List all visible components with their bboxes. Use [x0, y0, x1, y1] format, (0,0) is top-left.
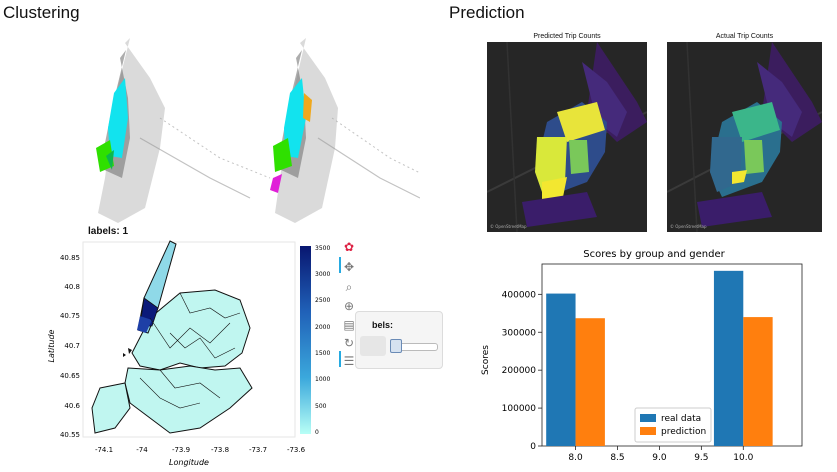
- legend-label: prediction: [661, 427, 706, 437]
- colorbar-tick: 500: [315, 403, 327, 410]
- ytick-label: 40.65: [60, 372, 80, 380]
- nyc-borough-shapes: [91, 240, 253, 434]
- chart-title: Scores by group and gender: [583, 249, 725, 260]
- cluster-map-title: labels: 1: [88, 226, 129, 237]
- hover-icon[interactable]: ☰: [343, 354, 355, 368]
- x-tick-label: 8.5: [610, 453, 624, 463]
- x-axis-label: Longitude: [169, 458, 209, 467]
- xtick-label: -74.1: [95, 446, 113, 454]
- ytick-label: 40.6: [64, 402, 80, 410]
- predicted-trip-map: © OpenStreetMap: [487, 42, 647, 232]
- x-ticks: -74.1 -74 -73.9 -73.8 -73.7 -73.6: [95, 446, 306, 454]
- labels-slider-widget: bels:: [355, 311, 443, 369]
- map-attribution: © OpenStreetMap: [670, 224, 707, 229]
- bar-prediction: [575, 318, 605, 446]
- plot-frame: [541, 263, 803, 447]
- xtick-label: -73.8: [211, 446, 229, 454]
- ytick-label: 40.55: [60, 431, 80, 439]
- active-tool-marker: [339, 257, 341, 273]
- colorbar-tick: 1500: [315, 350, 330, 357]
- zoom-icon[interactable]: ⌕: [345, 280, 353, 294]
- active-tool-marker: [339, 351, 341, 367]
- clustering-scatter-images: [96, 38, 420, 223]
- slider-value-box: [360, 336, 386, 356]
- xtick-label: -73.9: [172, 446, 190, 454]
- actual-trip-map: © OpenStreetMap: [667, 42, 822, 232]
- legend-label: real data: [661, 414, 701, 424]
- ytick-label: 40.85: [60, 254, 80, 262]
- y-tick-label: 100000: [502, 404, 537, 414]
- y-tick-label: 200000: [502, 366, 537, 376]
- slider-handle[interactable]: [390, 339, 402, 353]
- pan-icon[interactable]: ✥: [343, 260, 355, 274]
- xtick-label: -73.7: [249, 446, 267, 454]
- ytick-label: 40.75: [60, 312, 80, 320]
- slider-label: bels:: [372, 320, 394, 330]
- prediction-title: Prediction: [449, 3, 525, 22]
- map-attribution: © OpenStreetMap: [490, 224, 527, 229]
- ytick-label: 40.8: [64, 283, 80, 291]
- bokeh-toolbar: ✿ ✥ ⌕ ⊕ ▤ ↻ ☰: [339, 239, 361, 375]
- colorbar-tick: 2500: [315, 297, 330, 304]
- y-axis-label: Latitude: [47, 329, 56, 362]
- xtick-label: -74: [136, 446, 148, 454]
- colorbar: [300, 246, 311, 434]
- y-tick-label: 0: [530, 442, 536, 452]
- scatter-plot-left: [96, 38, 271, 223]
- bar-real-data: [546, 293, 576, 446]
- actual-map-title: Actual Trip Counts: [715, 33, 774, 40]
- save-icon[interactable]: ▤: [343, 318, 355, 332]
- legend-swatch: [640, 427, 656, 435]
- clustering-title: Clustering: [3, 3, 80, 22]
- legend-swatch: [640, 414, 656, 422]
- y-tick-label: 300000: [502, 328, 537, 338]
- colorbar-tick: 2000: [315, 324, 330, 331]
- reset-icon[interactable]: ↻: [343, 336, 355, 350]
- x-tick-label: 9.5: [694, 453, 708, 463]
- scatter-plot-right: [270, 38, 420, 223]
- colorbar-tick: 1000: [315, 376, 330, 383]
- bar-prediction: [743, 317, 773, 446]
- cluster-map: 40.85 40.8 40.75 40.7 40.65 40.6 40.55 L…: [47, 240, 330, 467]
- bokeh-logo-icon[interactable]: ✿: [343, 240, 355, 254]
- predicted-map-title: Predicted Trip Counts: [533, 33, 601, 40]
- x-tick-label: 9.0: [652, 453, 667, 463]
- ytick-label: 40.7: [64, 342, 80, 350]
- colorbar-ticks: 3500 3000 2500 2000 1500 1000 500 0: [315, 245, 330, 436]
- x-tick-label: 10.0: [733, 453, 753, 463]
- colorbar-tick: 3000: [315, 271, 330, 278]
- scores-bar-chart: Scores by group and gender Scores 0 10000…: [481, 249, 803, 463]
- x-tick-label: 8.0: [568, 453, 583, 463]
- colorbar-tick: 3500: [315, 245, 330, 252]
- y-tick-label: 400000: [502, 290, 537, 300]
- colorbar-tick: 0: [315, 429, 319, 436]
- bar-real-data: [713, 270, 744, 446]
- xtick-label: -73.6: [287, 446, 306, 454]
- y-axis-label: Scores: [481, 345, 491, 375]
- y-ticks: 40.85 40.8 40.75 40.7 40.65 40.6 40.55: [60, 254, 81, 439]
- wheel-zoom-icon[interactable]: ⊕: [343, 299, 355, 313]
